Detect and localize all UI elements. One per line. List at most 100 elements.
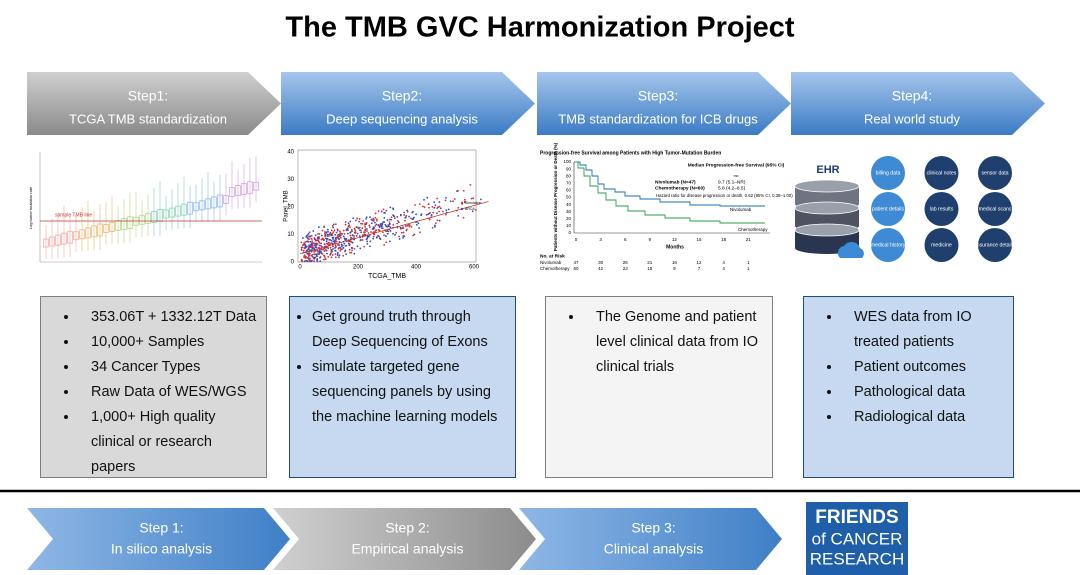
curve: [574, 161, 765, 207]
point: [463, 198, 466, 201]
point: [431, 205, 434, 208]
point: [308, 252, 311, 255]
point: [375, 223, 378, 226]
point: [388, 223, 391, 226]
bullet-item: 1,000+ High quality clinical or research…: [79, 405, 258, 480]
point: [321, 237, 324, 240]
risk-count: 60: [573, 266, 579, 271]
point: [314, 234, 317, 237]
point: [385, 209, 388, 212]
point: [399, 226, 402, 229]
risk-count: 26: [623, 260, 629, 265]
ehr-item: medical history: [871, 242, 906, 248]
point: [331, 224, 334, 227]
point: [335, 240, 338, 243]
point: [321, 248, 323, 251]
box: [211, 196, 217, 209]
point: [330, 249, 333, 251]
point: [328, 235, 330, 237]
point: [385, 241, 388, 244]
point: [377, 223, 380, 226]
risk-count: 1: [747, 260, 750, 265]
legend-label: Simulation: [465, 201, 481, 205]
ehr-item: medicine: [931, 242, 952, 248]
box: [157, 209, 163, 222]
box: [181, 203, 187, 216]
curve-label: Nivolumab: [730, 207, 752, 212]
point: [347, 242, 350, 245]
point: [345, 238, 348, 240]
point: [384, 211, 386, 214]
point: [361, 239, 364, 241]
point: [339, 234, 342, 236]
ehr-icon: [924, 228, 959, 262]
point: [389, 226, 392, 229]
point: [375, 229, 378, 232]
box: [253, 181, 259, 191]
box: [151, 210, 157, 223]
point: [332, 238, 334, 240]
y-tick-label: 10: [287, 232, 294, 238]
box: [79, 229, 85, 240]
point: [344, 221, 347, 223]
point: [324, 234, 327, 237]
point: [428, 218, 431, 221]
point: [319, 255, 322, 258]
step-arrow: [537, 72, 791, 135]
point: [343, 242, 346, 245]
point: [323, 231, 326, 233]
box: [91, 225, 97, 238]
bullet-item: 34 Cancer Types: [79, 355, 258, 380]
point: [397, 221, 400, 224]
point: [365, 217, 368, 220]
point: [383, 234, 385, 237]
plot-frame: [297, 149, 477, 263]
box: [145, 212, 151, 224]
point: [415, 223, 418, 226]
point: [447, 208, 450, 211]
step-name: Real world study: [864, 111, 961, 126]
point: [338, 240, 341, 243]
box: [97, 223, 103, 237]
point: [434, 224, 436, 227]
point: [367, 232, 370, 234]
point: [348, 240, 350, 243]
point: [392, 232, 394, 235]
point: [471, 210, 474, 213]
point: [434, 204, 437, 207]
y-tick-label: 20: [566, 216, 572, 221]
point: [301, 260, 304, 263]
point: [329, 246, 332, 249]
ehr-icon: [871, 228, 905, 262]
box: [187, 201, 193, 215]
point: [464, 200, 466, 203]
point: [333, 239, 336, 242]
point: [304, 259, 307, 262]
point: [358, 226, 361, 229]
point: [351, 234, 354, 237]
y-tick-label: 20: [287, 205, 294, 211]
point: [337, 256, 340, 259]
point: [350, 251, 353, 254]
point: [365, 223, 367, 226]
y-tick-label: 50: [566, 195, 572, 200]
point: [332, 223, 335, 226]
bullet-item: Radiological data: [842, 405, 1005, 430]
point: [410, 225, 413, 228]
bullet-item: WES data from IO treated patients: [842, 305, 1005, 355]
point: [356, 232, 359, 235]
point: [358, 218, 361, 220]
point: [444, 199, 447, 202]
point: [428, 206, 431, 209]
point: [396, 222, 399, 225]
risk-count: 22: [623, 266, 629, 271]
point: [317, 251, 320, 253]
point: [306, 240, 309, 243]
y-tick-label: 90: [566, 166, 572, 171]
point: [324, 248, 327, 251]
point: [327, 255, 330, 258]
box: [163, 209, 169, 219]
x-tick-label: 400: [411, 265, 422, 271]
box: [67, 230, 73, 244]
step-label: Step2:: [382, 88, 422, 104]
